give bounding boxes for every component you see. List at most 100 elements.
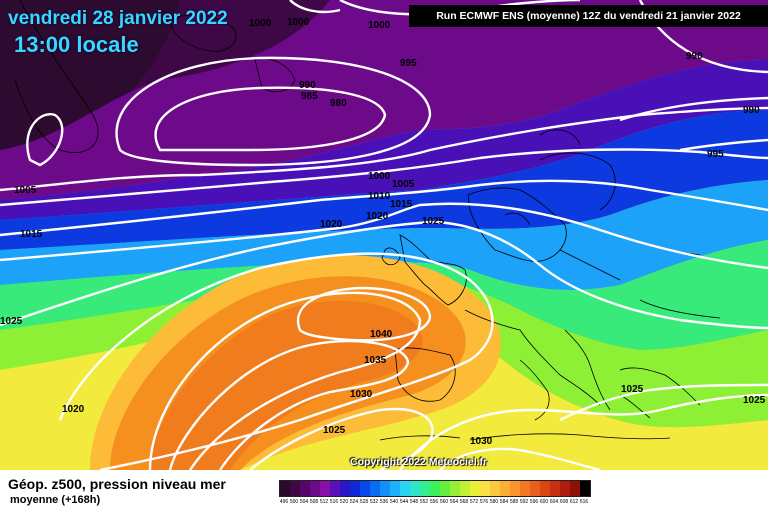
- forecast-time: 13:00 locale: [14, 32, 139, 57]
- scale-tick-label: 508: [309, 499, 319, 505]
- isobar-label: 1025: [323, 425, 346, 436]
- scale-swatch: [400, 481, 410, 496]
- isobar-label: 1030: [470, 436, 493, 447]
- scale-swatch: [430, 481, 440, 496]
- scale-tick-label: 572: [469, 499, 479, 505]
- scale-tick-label: 592: [519, 499, 529, 505]
- isobars: [0, 0, 768, 470]
- scale-tick-label: 584: [499, 499, 509, 505]
- green-band: [0, 240, 768, 350]
- scale-tick-label: 608: [559, 499, 569, 505]
- isobar-label: 1025: [743, 395, 766, 406]
- isobar-label: 990: [686, 51, 703, 62]
- scale-tick-label: 576: [479, 499, 489, 505]
- isobar-label: 1015: [390, 199, 413, 210]
- scale-swatch: [320, 481, 330, 496]
- scale-swatch: [460, 481, 470, 496]
- isobar-label: 1020: [62, 404, 85, 415]
- model-run-info: Run ECMWF ENS (moyenne) 12Z du vendredi …: [409, 5, 768, 27]
- scale-swatch: [360, 481, 370, 496]
- scale-tick-label: 568: [459, 499, 469, 505]
- scale-swatch: [410, 481, 420, 496]
- scale-tick-label: 536: [379, 499, 389, 505]
- scale-swatch: [370, 481, 380, 496]
- isobar-label: 995: [400, 58, 417, 69]
- scale-swatch: [480, 481, 490, 496]
- scale-tick-label: 604: [549, 499, 559, 505]
- isobar-label: 1000: [249, 18, 272, 29]
- scale-swatch: [550, 481, 560, 496]
- scale-swatch: [520, 481, 530, 496]
- scale-swatch: [450, 481, 460, 496]
- violet-band: [0, 60, 768, 220]
- copyright: Copyright 2022 Meteociel.fr: [350, 456, 488, 468]
- scale-swatch: [420, 481, 430, 496]
- high-pressure-inner: [150, 300, 423, 470]
- scale-tick-label: 524: [349, 499, 359, 505]
- scale-tick-label: 548: [409, 499, 419, 505]
- scale-swatch: [470, 481, 480, 496]
- isobar-label: 990: [299, 80, 316, 91]
- scale-swatch: [440, 481, 450, 496]
- scale-tick-label: 540: [389, 499, 399, 505]
- scale-swatch: [540, 481, 550, 496]
- isobar-label: 1040: [370, 329, 393, 340]
- isobar-label: 1025: [422, 216, 445, 227]
- color-scale-labels: 496 500 504 508 512 516 520 524 528 532 536 540 544 5…: [279, 499, 589, 509]
- isobar-label: 1000: [368, 20, 391, 31]
- scale-tick-label: 532: [369, 499, 379, 505]
- scale-tick-label: 516: [329, 499, 339, 505]
- scale-tick-label: 556: [429, 499, 439, 505]
- weather-map: 1000 1000 1000 995 990 985 980 990 990 9…: [0, 0, 768, 470]
- scale-swatch: [350, 481, 360, 496]
- isobar-label: 1020: [320, 219, 343, 230]
- scale-swatch: [330, 481, 340, 496]
- isobar-label: 985: [301, 91, 318, 102]
- scale-swatch: [310, 481, 320, 496]
- mean-label: moyenne (+168h): [10, 494, 101, 506]
- scale-tick-label: 588: [509, 499, 519, 505]
- scale-tick-label: 596: [529, 499, 539, 505]
- scale-tick-label: 580: [489, 499, 499, 505]
- scale-tick-label: 496: [279, 499, 289, 505]
- isobar-label: 1030: [350, 389, 373, 400]
- isobar-label: 1015: [20, 229, 43, 240]
- deep-low-core: [0, 0, 180, 160]
- isobar-label: 1000: [287, 17, 310, 28]
- isobar-label: 1020: [366, 211, 389, 222]
- scale-swatch: [340, 481, 350, 496]
- scale-swatch: [530, 481, 540, 496]
- isobar-label: 1005: [14, 185, 37, 196]
- scale-tick-label: 520: [339, 499, 349, 505]
- scale-swatch: [510, 481, 520, 496]
- isobar-label: 1025: [0, 316, 23, 327]
- scale-tick-label: 616: [579, 499, 589, 505]
- lightblue-band: [0, 180, 768, 290]
- forecast-date: vendredi 28 janvier 2022: [8, 8, 228, 29]
- isobar-label: 1000: [368, 171, 391, 182]
- isobar-labels: 1000 1000 1000 995 990 985 980 990 990 9…: [0, 17, 766, 447]
- isobar-label: 995: [707, 149, 724, 160]
- scale-swatch: [390, 481, 400, 496]
- isobar-label: 1010: [368, 191, 391, 202]
- scale-swatch: [300, 481, 310, 496]
- scale-swatch: [490, 481, 500, 496]
- scale-swatch: [580, 481, 590, 496]
- isobar-label: 1035: [364, 355, 387, 366]
- scale-swatch: [560, 481, 570, 496]
- parameter-label: Géop. z500, pression niveau mer: [8, 476, 226, 492]
- color-scale: [279, 480, 591, 497]
- scale-tick-label: 564: [449, 499, 459, 505]
- scale-tick-label: 560: [439, 499, 449, 505]
- isobar-label: 990: [743, 105, 760, 116]
- scale-tick-label: 528: [359, 499, 369, 505]
- isobar-label: 980: [330, 98, 347, 109]
- scale-tick-label: 552: [419, 499, 429, 505]
- scale-tick-label: 612: [569, 499, 579, 505]
- scale-tick-label: 500: [289, 499, 299, 505]
- scale-swatch: [380, 481, 390, 496]
- scale-tick-label: 600: [539, 499, 549, 505]
- scale-swatch: [570, 481, 580, 496]
- scale-tick-label: 544: [399, 499, 409, 505]
- isobar-label: 1025: [621, 384, 644, 395]
